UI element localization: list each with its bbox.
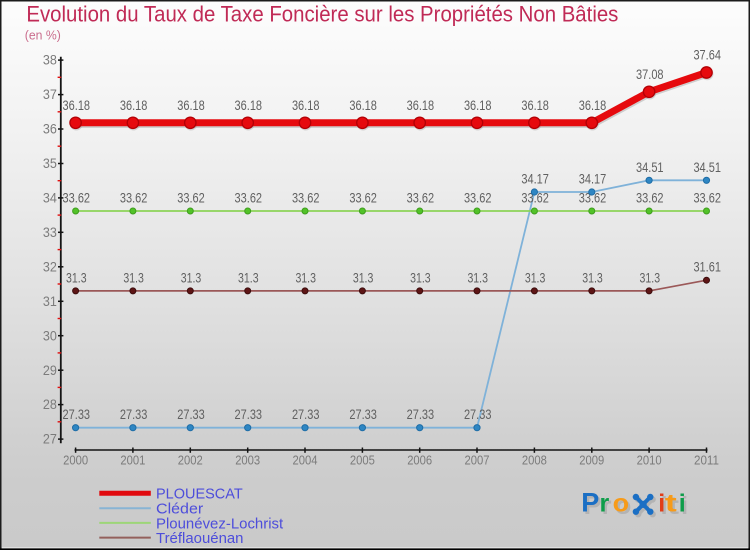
svg-text:Plounévez-Lochrist: Plounévez-Lochrist <box>156 515 284 532</box>
svg-text:31.3: 31.3 <box>410 270 431 285</box>
svg-text:38: 38 <box>43 53 57 68</box>
svg-text:30: 30 <box>43 328 57 343</box>
svg-text:33: 33 <box>43 225 57 240</box>
svg-text:31: 31 <box>43 294 57 309</box>
svg-text:o: o <box>613 490 630 518</box>
svg-text:27.33: 27.33 <box>177 407 205 422</box>
svg-text:33.62: 33.62 <box>292 191 320 206</box>
svg-text:i: i <box>661 492 668 520</box>
svg-text:27.33: 27.33 <box>292 407 320 422</box>
svg-text:27.33: 27.33 <box>464 407 492 422</box>
svg-text:2003: 2003 <box>235 453 260 467</box>
svg-text:37.08: 37.08 <box>636 67 664 82</box>
svg-text:i: i <box>679 490 686 518</box>
svg-text:33.62: 33.62 <box>693 191 721 206</box>
svg-text:31.3: 31.3 <box>66 270 87 285</box>
svg-text:33.62: 33.62 <box>177 191 205 206</box>
svg-text:31.3: 31.3 <box>582 270 603 285</box>
svg-text:36.18: 36.18 <box>177 98 205 113</box>
svg-text:P: P <box>584 490 602 520</box>
svg-text:36.18: 36.18 <box>521 98 549 113</box>
svg-text:Cléder: Cléder <box>156 501 203 518</box>
svg-text:2011: 2011 <box>694 453 719 467</box>
svg-text:2004: 2004 <box>293 453 318 467</box>
svg-text:27.33: 27.33 <box>120 407 148 422</box>
svg-text:34.51: 34.51 <box>636 160 664 175</box>
svg-text:2009: 2009 <box>579 453 604 467</box>
svg-text:i: i <box>658 490 665 518</box>
svg-text:36.18: 36.18 <box>579 98 607 113</box>
svg-text:36.18: 36.18 <box>407 98 435 113</box>
svg-text:33.62: 33.62 <box>579 191 607 206</box>
svg-text:36: 36 <box>43 122 57 137</box>
svg-text:31.3: 31.3 <box>353 270 374 285</box>
svg-text:29: 29 <box>43 363 57 378</box>
svg-text:33.62: 33.62 <box>636 191 664 206</box>
svg-text:2006: 2006 <box>407 453 432 467</box>
svg-text:31.3: 31.3 <box>525 270 546 285</box>
svg-text:t: t <box>665 490 678 518</box>
svg-text:31.3: 31.3 <box>238 270 259 285</box>
svg-text:27.33: 27.33 <box>63 407 91 422</box>
svg-text:31.3: 31.3 <box>295 270 316 285</box>
svg-text:31.3: 31.3 <box>467 270 488 285</box>
svg-text:27.33: 27.33 <box>407 407 435 422</box>
svg-text:(en %): (en %) <box>25 27 61 42</box>
svg-text:Tréflaouénan: Tréflaouénan <box>156 530 244 547</box>
svg-text:2010: 2010 <box>637 453 662 467</box>
svg-text:i: i <box>681 492 688 520</box>
svg-text:27: 27 <box>43 432 57 447</box>
svg-text:33.62: 33.62 <box>464 191 492 206</box>
svg-text:2005: 2005 <box>350 453 375 467</box>
svg-text:36.18: 36.18 <box>120 98 148 113</box>
svg-text:o: o <box>615 492 632 520</box>
svg-text:P: P <box>581 488 599 518</box>
svg-text:27.33: 27.33 <box>235 407 263 422</box>
svg-text:2002: 2002 <box>178 453 203 467</box>
svg-text:PLOUESCAT: PLOUESCAT <box>156 486 243 503</box>
svg-text:33.62: 33.62 <box>521 191 549 206</box>
svg-text:34.17: 34.17 <box>521 172 549 187</box>
svg-text:33.62: 33.62 <box>349 191 377 206</box>
svg-text:t: t <box>667 492 680 520</box>
svg-text:37.64: 37.64 <box>693 48 721 63</box>
svg-text:36.18: 36.18 <box>464 98 492 113</box>
svg-text:2001: 2001 <box>120 453 145 467</box>
svg-text:36.18: 36.18 <box>235 98 263 113</box>
svg-text:32: 32 <box>43 259 57 274</box>
svg-text:36.18: 36.18 <box>349 98 377 113</box>
svg-text:35: 35 <box>43 156 57 171</box>
svg-text:34: 34 <box>43 191 58 206</box>
svg-text:27.33: 27.33 <box>349 407 377 422</box>
svg-text:31.3: 31.3 <box>123 270 144 285</box>
svg-text:33.62: 33.62 <box>235 191 263 206</box>
svg-text:33.62: 33.62 <box>407 191 435 206</box>
svg-text:28: 28 <box>43 397 57 412</box>
svg-text:34.51: 34.51 <box>693 160 721 175</box>
svg-text:31.3: 31.3 <box>640 270 661 285</box>
svg-text:34.17: 34.17 <box>579 172 607 187</box>
svg-text:31.3: 31.3 <box>181 270 202 285</box>
svg-text:33.62: 33.62 <box>63 191 91 206</box>
svg-text:36.18: 36.18 <box>292 98 320 113</box>
svg-text:Evolution du Taux de Taxe Fonc: Evolution du Taux de Taxe Foncière sur l… <box>26 2 618 27</box>
svg-text:2008: 2008 <box>522 453 547 467</box>
svg-text:r: r <box>602 492 612 520</box>
svg-text:36.18: 36.18 <box>63 98 91 113</box>
svg-text:37: 37 <box>43 87 57 102</box>
svg-text:2007: 2007 <box>465 453 490 467</box>
svg-text:r: r <box>600 490 610 518</box>
svg-text:33.62: 33.62 <box>120 191 148 206</box>
svg-text:31.61: 31.61 <box>693 260 721 275</box>
svg-text:2000: 2000 <box>63 453 88 467</box>
